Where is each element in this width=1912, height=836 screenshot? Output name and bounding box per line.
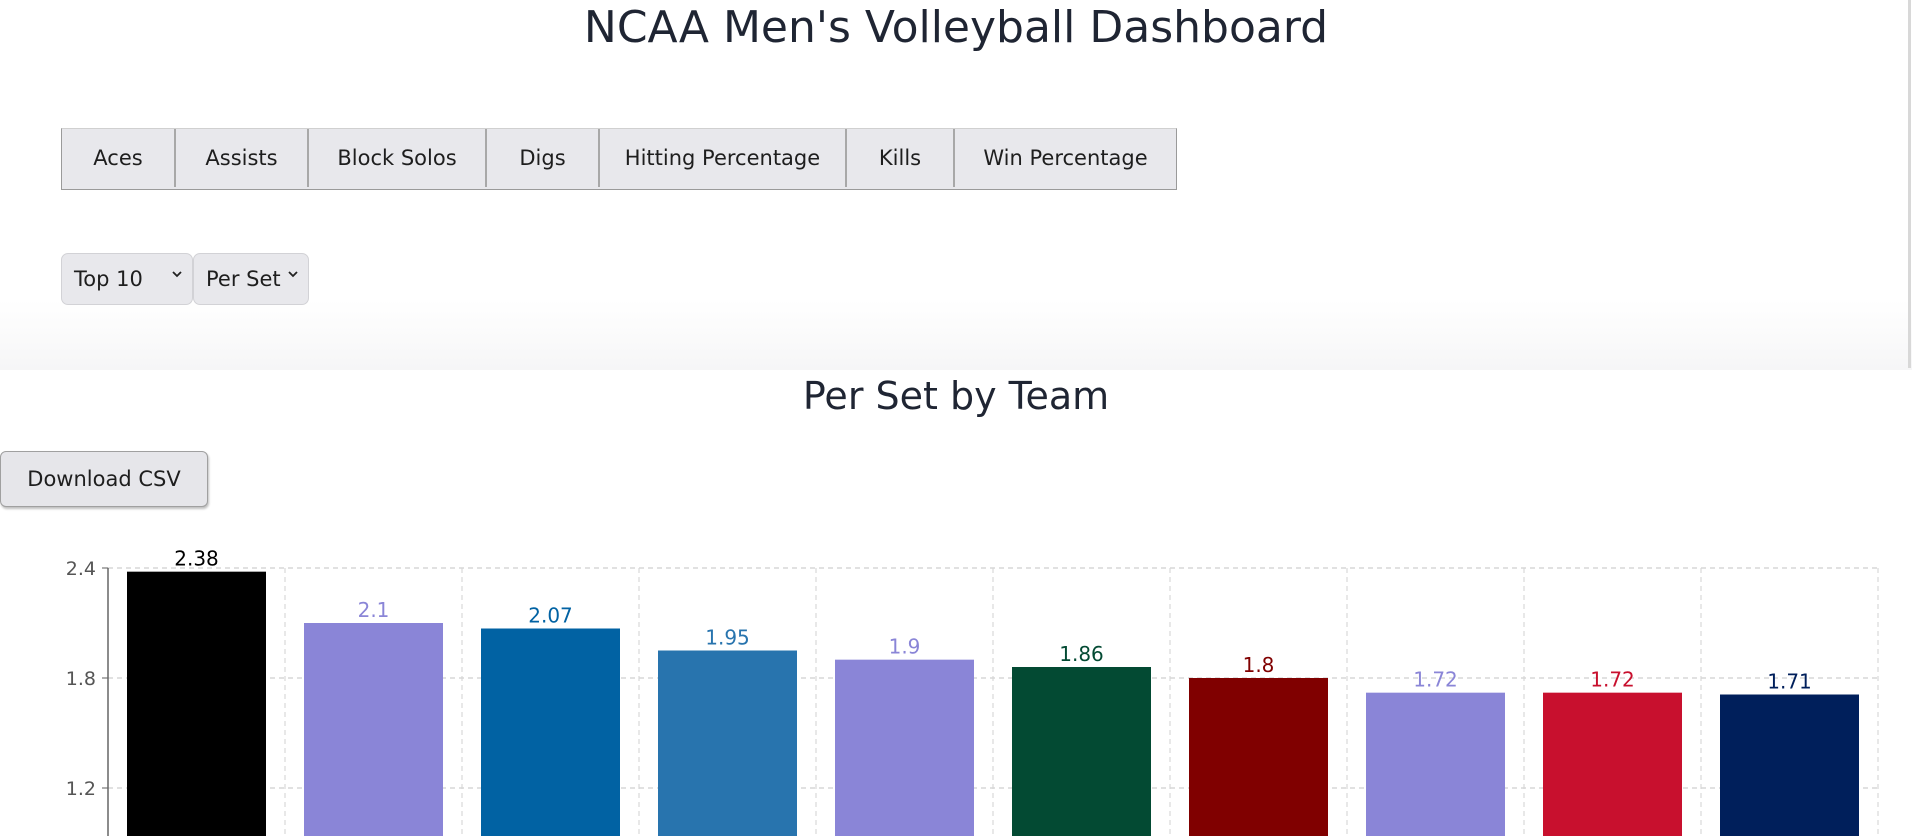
bar xyxy=(1366,692,1505,836)
bar xyxy=(304,623,443,836)
tab-aces[interactable]: Aces xyxy=(62,129,176,187)
chevron-down-icon xyxy=(288,271,298,278)
bar xyxy=(1012,667,1151,836)
bar xyxy=(1720,694,1859,836)
bar-value-label: 1.8 xyxy=(1243,653,1275,677)
stat-tab-bar: Aces Assists Block Solos Digs Hitting Pe… xyxy=(61,128,1177,190)
bar-value-label: 1.95 xyxy=(705,626,750,650)
scrollbar[interactable] xyxy=(1908,0,1911,368)
bar-chart: 2.4 1.8 1.2 2.38 2.1 2.07 1.95 1.9 1.86 1.8 1.72 1.… xyxy=(66,547,1879,836)
bar xyxy=(127,571,266,836)
chevron-down-icon xyxy=(172,271,182,278)
tab-digs[interactable]: Digs xyxy=(487,129,600,187)
bar xyxy=(1543,692,1682,836)
chart-title: Per Set by Team xyxy=(802,374,1110,418)
bar xyxy=(1189,678,1328,836)
bar xyxy=(835,659,974,836)
bar-value-label: 1.72 xyxy=(1413,668,1458,692)
filter-selects: Top 10 Per Set xyxy=(61,253,309,305)
y-tick-label: 2.4 xyxy=(66,558,96,580)
bar-value-label: 2.38 xyxy=(174,547,219,571)
bar-value-label: 1.9 xyxy=(889,635,921,659)
y-tick-label: 1.2 xyxy=(66,778,96,800)
bar-value-label: 1.86 xyxy=(1059,642,1104,666)
stat-type-select[interactable]: Per Set xyxy=(193,253,309,305)
bar xyxy=(658,650,797,836)
bar-value-label: 2.07 xyxy=(528,604,573,628)
bar-value-label: 2.1 xyxy=(358,598,390,622)
y-tick-label: 1.8 xyxy=(66,668,96,690)
stat-type-select-value: Per Set xyxy=(206,267,281,291)
page-title: NCAA Men's Volleyball Dashboard xyxy=(583,2,1329,53)
tab-win-percentage[interactable]: Win Percentage xyxy=(955,129,1176,187)
bar-value-label: 1.71 xyxy=(1767,670,1812,694)
tab-hitting-percentage[interactable]: Hitting Percentage xyxy=(600,129,847,187)
download-csv-button[interactable]: Download CSV xyxy=(0,451,208,507)
top-n-select[interactable]: Top 10 xyxy=(61,253,193,305)
tab-kills[interactable]: Kills xyxy=(847,129,955,187)
tab-assists[interactable]: Assists xyxy=(176,129,309,187)
tab-block-solos[interactable]: Block Solos xyxy=(309,129,487,187)
bar-value-label: 1.72 xyxy=(1590,668,1635,692)
top-n-select-value: Top 10 xyxy=(74,267,143,291)
bar xyxy=(481,628,620,836)
